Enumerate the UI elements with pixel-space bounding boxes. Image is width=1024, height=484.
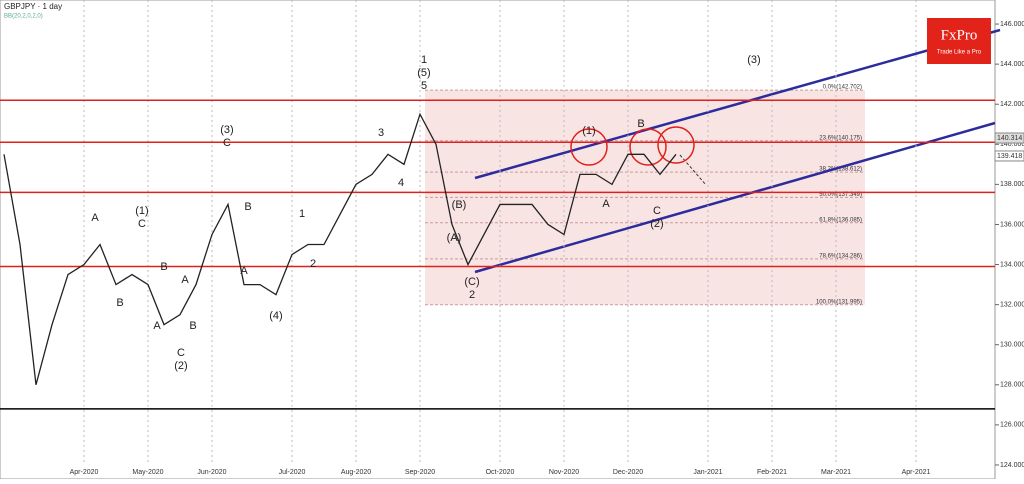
x-tick-label: Dec-2020: [613, 469, 643, 476]
wave-label: 5: [421, 80, 427, 92]
x-tick-label: Apr-2021: [902, 469, 931, 476]
price-line: [3, 112, 677, 385]
wave-label: B: [189, 320, 196, 332]
logo-tagline: Trade Like a Pro: [937, 50, 982, 56]
x-tick-label: Apr-2020: [70, 469, 99, 476]
wave-label: B: [637, 118, 644, 130]
wave-label: (3): [220, 124, 233, 136]
y-tick-label: 130.000: [1000, 342, 1024, 349]
y-tick-label: 144.000: [1000, 61, 1024, 68]
y-tick-label: 140.000: [1000, 141, 1024, 148]
indicator-label: BB(20,2,0,2,0): [4, 14, 43, 20]
highlight-circle: [657, 126, 695, 164]
highlight-circle: [629, 128, 667, 166]
price-tag-label: 140.314: [997, 135, 1022, 142]
projection-arrow: [679, 154, 707, 186]
fib-label: 0.0%(142.702): [823, 85, 862, 91]
wave-label: B: [116, 297, 123, 309]
y-tick-label: 132.000: [1000, 301, 1024, 308]
y-tick-label: 124.000: [1000, 462, 1024, 469]
wave-label: A: [240, 265, 248, 277]
logo-name: FxPro: [941, 27, 978, 43]
chart-title: GBPJPY · 1 day: [4, 2, 62, 11]
y-tick-label: 128.000: [1000, 382, 1024, 389]
channel-top: [474, 28, 1001, 180]
wave-label: C: [138, 218, 146, 230]
wave-label: (B): [452, 199, 467, 211]
logo: [927, 18, 991, 64]
wave-label: A: [602, 198, 610, 210]
wave-label: (C): [464, 276, 479, 288]
wave-label: C: [177, 347, 185, 359]
wave-label: (A): [447, 232, 462, 244]
wave-label: 1: [299, 208, 305, 220]
wave-label: A: [153, 320, 161, 332]
y-tick-label: 126.000: [1000, 422, 1024, 429]
wave-label: 3: [378, 127, 384, 139]
x-tick-label: May-2020: [132, 469, 163, 476]
fib-label: 78.6%(134.286): [819, 253, 862, 259]
wave-label: C: [653, 205, 661, 217]
x-tick-label: Jan-2021: [693, 469, 722, 476]
x-tick-label: Oct-2020: [486, 469, 515, 476]
x-tick-label: Jul-2020: [279, 469, 306, 476]
wave-label: (2): [174, 360, 187, 372]
x-tick-label: Jun-2020: [197, 469, 226, 476]
y-tick-label: 138.000: [1000, 181, 1024, 188]
wave-label: B: [160, 261, 167, 273]
y-tick-label: 134.000: [1000, 261, 1024, 268]
wave-label: (5): [417, 67, 430, 79]
wave-label: (1): [582, 125, 595, 137]
x-tick-label: Sep-2020: [405, 469, 435, 476]
wave-label: 2: [310, 258, 316, 270]
wave-label: A: [181, 274, 189, 286]
wave-label: (4): [269, 310, 282, 322]
wave-label: 2: [469, 289, 475, 301]
highlight-circle: [570, 128, 608, 166]
fib-label: 100.0%(131.995): [816, 299, 862, 305]
x-tick-label: Feb-2021: [757, 469, 787, 476]
x-tick-label: Mar-2021: [821, 469, 851, 476]
wave-label: (1): [135, 205, 148, 217]
fib-label: 61.8%(136.085): [819, 217, 862, 223]
x-tick-label: Nov-2020: [549, 469, 579, 476]
price-tag-label: 139.418: [997, 153, 1022, 160]
y-tick-label: 142.000: [1000, 101, 1024, 108]
wave-label: B: [244, 201, 251, 213]
wave-label: (3): [747, 54, 760, 66]
channel-bottom: [474, 121, 996, 274]
fib-label: 23.6%(140.175): [819, 135, 862, 141]
wave-label: (2): [650, 218, 663, 230]
fib-label: 38.2%(138.612): [819, 167, 862, 173]
x-tick-label: Aug-2020: [341, 469, 371, 476]
wave-label: 1: [421, 54, 427, 66]
y-tick-label: 146.000: [1000, 21, 1024, 28]
price-tag: [994, 150, 1024, 162]
wave-label: A: [91, 212, 99, 224]
wave-label: C: [223, 137, 231, 149]
fib-label: 50.0%(137.349): [819, 192, 862, 198]
y-tick-label: 136.000: [1000, 221, 1024, 228]
wave-label: 4: [398, 177, 404, 189]
price-tag: [994, 132, 1024, 144]
